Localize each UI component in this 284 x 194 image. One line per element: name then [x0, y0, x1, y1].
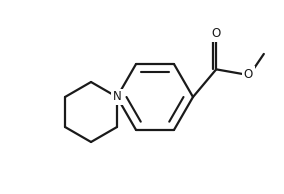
Text: O: O	[212, 27, 221, 40]
Text: N: N	[113, 90, 121, 104]
Text: O: O	[244, 68, 253, 81]
